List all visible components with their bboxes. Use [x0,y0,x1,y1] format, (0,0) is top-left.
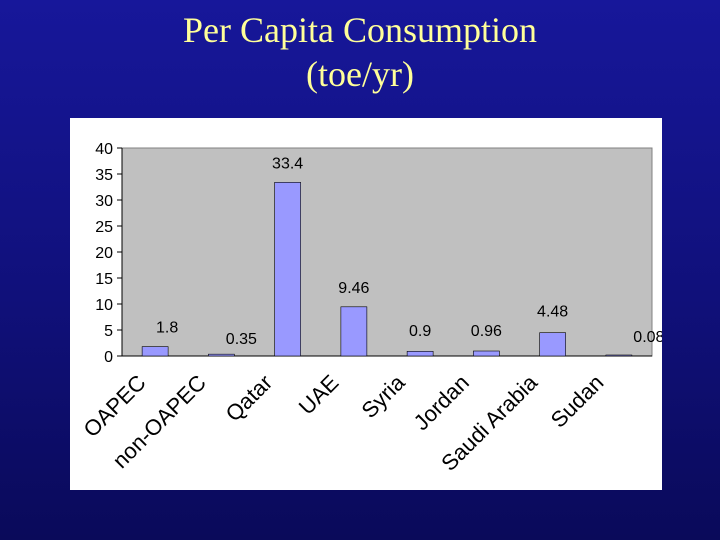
y-tick-label: 0 [104,349,113,366]
plot-area [121,147,653,357]
y-axis-ticks: 0 5 10 15 20 25 30 35 40 [95,141,122,366]
y-tick-label: 20 [95,245,113,262]
bar [340,306,368,357]
y-tick-label: 15 [95,271,113,288]
category-label: UAE [294,370,344,420]
data-label: 9.46 [338,280,369,297]
chart-container: 0 5 10 15 20 25 30 35 40 1.8 0.35 33.4 9.46 0.9 0.96 4… [70,118,662,490]
category-label: Jordan [409,370,474,435]
slide-title: Per Capita Consumption (toe/yr) [0,8,720,96]
y-tick-label: 40 [95,141,113,158]
data-label: 33.4 [272,155,303,172]
y-tick-label: 35 [95,167,113,184]
y-tick-label: 30 [95,193,113,210]
bar [473,350,500,357]
data-label: 0.08 [633,329,662,346]
y-tick-label: 5 [104,323,113,340]
data-label: 4.48 [537,304,568,321]
data-label: 0.35 [226,331,257,348]
bar-chart: 0 5 10 15 20 25 30 35 40 1.8 0.35 33.4 9.46 0.9 0.96 4… [79,141,662,476]
bar [539,332,566,357]
bar [406,351,434,357]
category-label: Sudan [546,370,609,433]
y-tick-label: 10 [95,297,113,314]
data-label: 0.96 [471,323,502,340]
bar [274,182,301,357]
bar [208,353,235,357]
data-label: 1.8 [156,320,178,337]
data-label: 0.9 [409,323,431,340]
y-tick-label: 25 [95,219,113,236]
bar [141,346,169,357]
bar [605,354,633,357]
title-line-2: (toe/yr) [306,54,414,94]
title-line-1: Per Capita Consumption [183,10,537,50]
data-labels: 1.8 0.35 33.4 9.46 0.9 0.96 4.48 0.08 [156,155,662,348]
category-label: Qatar [221,370,278,427]
category-label: Syria [357,369,411,423]
bars [141,182,633,357]
